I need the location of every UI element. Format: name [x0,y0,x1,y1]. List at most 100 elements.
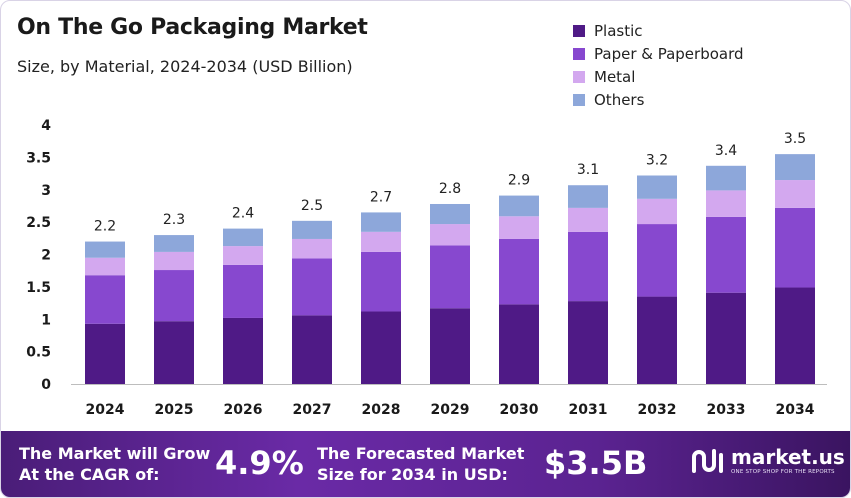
bar-segment-plastic-2030 [499,304,539,384]
cagr-caption: The Market will Grow At the CAGR of: [19,443,210,485]
y-tick-label: 0 [41,377,51,393]
legend-item-metal: Metal [573,65,744,88]
bar-segment-paper-paperboard-2028 [361,251,401,312]
bar-segment-paper-paperboard-2033 [706,216,746,293]
bar-segment-paper-paperboard-2025 [154,270,194,322]
bar-segment-others-2031 [568,185,608,208]
legend-item-paper: Paper & Paperboard [573,42,744,65]
bar-total-label-2027: 2.5 [301,198,323,214]
bar-segment-metal-2031 [568,207,608,232]
forecast-caption: The Forecasted Market Size for 2034 in U… [317,443,524,485]
bar-segment-metal-2027 [292,238,332,259]
x-tick-label-2033: 2033 [707,402,746,418]
legend-item-others: Others [573,88,744,111]
y-tick-label: 2 [41,248,51,264]
bar-segment-others-2029 [430,203,470,225]
bar-segment-others-2028 [361,212,401,232]
bar-segment-plastic-2024 [85,323,125,384]
x-tick-label-2030: 2030 [500,402,539,418]
bar-segment-metal-2033 [706,190,746,217]
bar-segment-metal-2024 [85,257,125,276]
bar-segment-metal-2026 [223,246,263,265]
bar-segment-plastic-2032 [637,296,677,384]
bar-segment-paper-paperboard-2027 [292,258,332,316]
brand-name: market.us [731,445,845,469]
bar-segment-metal-2030 [499,216,539,239]
forecast-value: $3.5B [544,444,648,482]
stacked-bar-chart: 0 0.5 1 1.5 2 2.5 3 3.5 4 2.2 2024 2.3 2025 2.4 2026 2.… [26,118,827,418]
chart-subtitle: Size, by Material, 2024-2034 (USD Billio… [17,57,353,76]
bar-segment-paper-paperboard-2032 [637,224,677,297]
y-tick-label: 1.5 [26,280,51,296]
bar-segment-others-2030 [499,195,539,217]
bar-segment-others-2027 [292,220,332,239]
legend-swatch-metal [573,70,585,83]
chart-title: On The Go Packaging Market [17,15,368,40]
legend-label-others: Others [594,90,645,109]
bar-segment-others-2026 [223,228,263,247]
bar-segment-metal-2034 [775,180,815,208]
bar-segment-paper-paperboard-2024 [85,275,125,324]
bar-segment-others-2024 [85,241,125,258]
bar-segment-others-2025 [154,235,194,252]
bar-segment-metal-2028 [361,231,401,252]
legend-swatch-paper [573,47,585,60]
bar-segment-paper-paperboard-2034 [775,207,815,288]
legend: Plastic Paper & Paperboard Metal Others [573,19,744,111]
x-tick-label-2025: 2025 [155,402,194,418]
bar-segment-metal-2029 [430,224,470,246]
legend-label-paper: Paper & Paperboard [594,44,744,63]
bar-total-label-2034: 3.5 [784,131,806,147]
y-tick-label: 1 [41,312,51,328]
y-tick-label: 2.5 [26,215,51,231]
bar-total-label-2032: 3.2 [646,153,668,169]
x-tick-label-2032: 2032 [638,402,677,418]
bar-segment-others-2034 [775,154,815,181]
y-tick-label: 4 [41,118,51,134]
bar-segment-paper-paperboard-2026 [223,264,263,318]
x-tick-label-2026: 2026 [224,402,263,418]
forecast-caption-line-1: The Forecasted Market [317,444,525,463]
x-tick-label-2027: 2027 [293,402,332,418]
y-tick-label: 3.5 [26,150,51,166]
legend-swatch-plastic [573,24,585,37]
summary-banner: The Market will Grow At the CAGR of: 4.9… [1,431,850,497]
forecast-caption-line-2: Size for 2034 in USD: [317,465,508,484]
bar-segment-others-2033 [706,165,746,191]
market-us-logo-icon [692,449,723,473]
bar-segment-paper-paperboard-2031 [568,231,608,302]
bar-segment-paper-paperboard-2030 [499,238,539,305]
x-tick-label-2029: 2029 [431,402,470,418]
bar-segment-plastic-2025 [154,321,194,384]
x-tick-label-2034: 2034 [776,402,815,418]
bar-segment-plastic-2026 [223,317,263,384]
bar-segment-others-2032 [637,175,677,199]
bar-segment-plastic-2034 [775,287,815,384]
legend-swatch-others [573,93,585,106]
bar-total-label-2031: 3.1 [577,162,599,178]
legend-label-plastic: Plastic [594,21,643,40]
bar-segment-paper-paperboard-2029 [430,245,470,309]
cagr-caption-line-1: The Market will Grow [19,444,211,463]
bar-segment-metal-2032 [637,198,677,225]
bar-segment-plastic-2031 [568,301,608,384]
x-tick-label-2024: 2024 [86,402,125,418]
bar-segment-plastic-2033 [706,292,746,384]
y-tick-label: 3 [41,183,51,199]
bar-total-label-2024: 2.2 [94,219,116,235]
brand-logo[interactable]: market.us ONE STOP SHOP FOR THE REPORTS [691,445,845,475]
x-tick-label-2031: 2031 [569,402,608,418]
x-tick-label-2028: 2028 [362,402,401,418]
legend-item-plastic: Plastic [573,19,744,42]
bar-total-label-2029: 2.8 [439,181,461,197]
cagr-caption-line-2: At the CAGR of: [19,465,160,484]
cagr-value: 4.9% [215,444,304,482]
bar-total-label-2026: 2.4 [232,206,254,222]
bar-total-label-2028: 2.7 [370,189,392,205]
brand-tagline: ONE STOP SHOP FOR THE REPORTS [731,469,835,475]
bar-total-label-2030: 2.9 [508,173,530,189]
bar-segment-plastic-2028 [361,311,401,384]
bar-segment-plastic-2027 [292,315,332,384]
bar-segment-plastic-2029 [430,308,470,384]
